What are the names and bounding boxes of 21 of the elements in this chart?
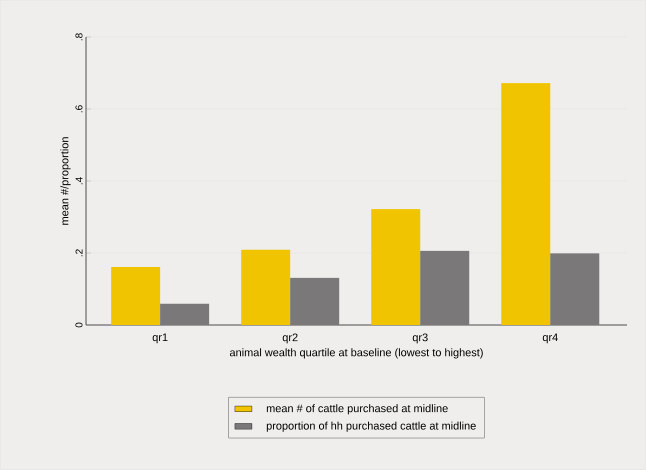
bar [371,209,420,325]
y-tick-label: 0 [75,322,82,328]
bar [111,267,160,325]
y-tick-label: .6 [75,105,82,112]
legend-label: mean # of cattle purchased at midline [266,404,448,414]
bar [420,250,470,325]
bar [290,278,340,325]
y-tick-label: .4 [76,177,82,184]
y-axis-title: mean #/proportion [60,137,71,225]
x-tick-label: qr4 [542,334,558,344]
bar [160,304,210,325]
x-axis-title: animal wealth quartile at baseline (lowest to highest) [230,348,483,358]
bar [501,83,550,325]
bar [241,250,290,325]
y-tick-label: .2 [76,249,82,256]
legend-label: proportion of hh purchased cattle at midline [266,422,476,432]
x-tick-label: qr2 [282,334,298,344]
y-tick-label: .8 [75,33,82,40]
x-tick-label: qr3 [412,334,428,344]
bar [550,253,600,325]
x-tick-label: qr1 [152,334,168,344]
